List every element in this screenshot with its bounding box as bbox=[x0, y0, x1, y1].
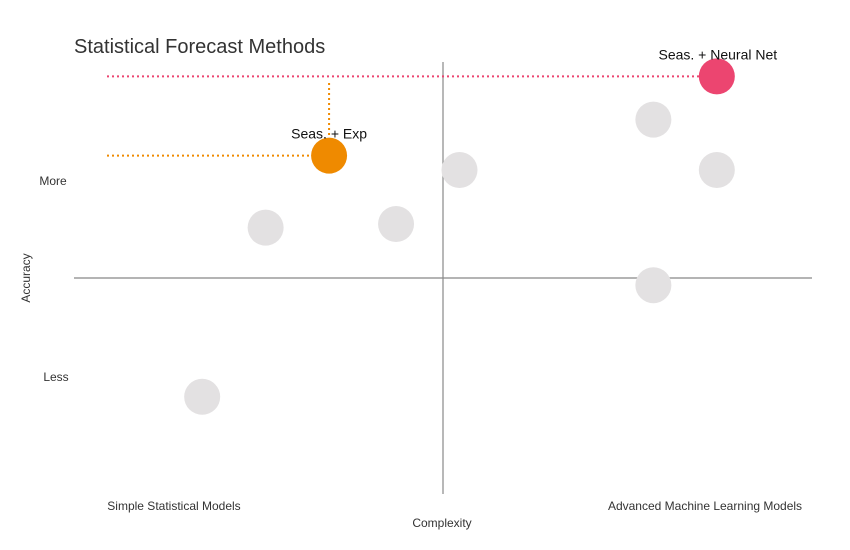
point-label-nn: Seas. + Neural Net bbox=[658, 46, 777, 62]
x-axis-label: Complexity bbox=[412, 516, 471, 530]
y-tick-label-more: More bbox=[39, 174, 67, 188]
data-point-exp[interactable] bbox=[311, 137, 348, 174]
points-group bbox=[184, 58, 735, 415]
data-point[interactable] bbox=[635, 267, 672, 304]
y-tick-label-less: Less bbox=[43, 370, 68, 384]
data-point[interactable] bbox=[441, 152, 478, 188]
data-point[interactable] bbox=[698, 152, 735, 188]
point-labels: Seas. + Exp Seas. + Neural Net bbox=[291, 46, 777, 141]
y-axis-label: Accuracy bbox=[19, 253, 33, 302]
data-point[interactable] bbox=[247, 209, 284, 246]
data-point[interactable] bbox=[635, 101, 672, 138]
x-tick-label-simple: Simple Statistical Models bbox=[107, 499, 240, 513]
point-label-exp: Seas. + Exp bbox=[291, 126, 367, 142]
chart-title: Statistical Forecast Methods bbox=[74, 36, 325, 58]
data-point-nn[interactable] bbox=[698, 58, 735, 95]
x-tick-label-advanced: Advanced Machine Learning Models bbox=[608, 499, 802, 513]
data-point[interactable] bbox=[184, 378, 221, 415]
guide-lines bbox=[107, 75, 718, 157]
data-point[interactable] bbox=[378, 206, 415, 242]
